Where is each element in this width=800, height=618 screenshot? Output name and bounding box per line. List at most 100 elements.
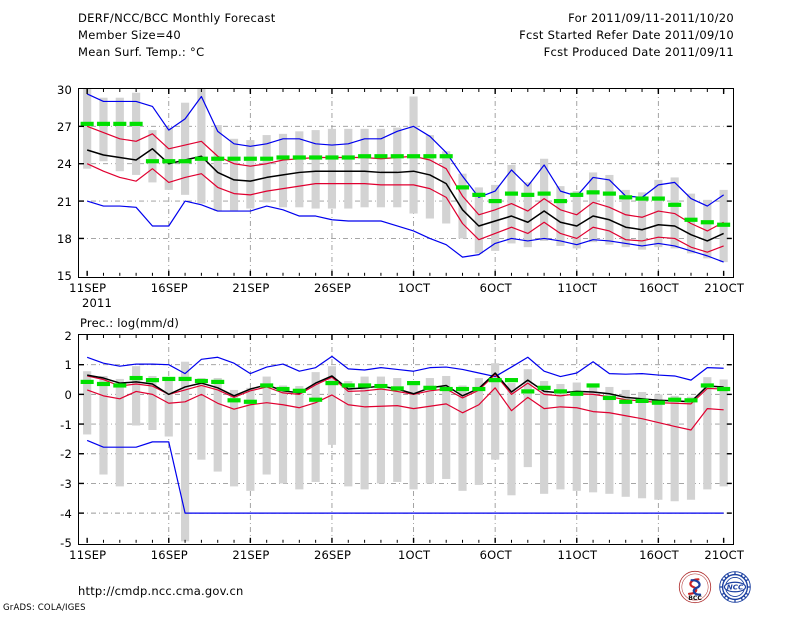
y-axis-tick-label: 18 xyxy=(56,232,72,247)
spread-bar xyxy=(442,151,451,224)
climatology-mark xyxy=(668,202,682,207)
temperature-panel-title: Mean Surf. Temp.: °C xyxy=(78,45,205,59)
forecast-produced-date-label: Fcst Produced Date 2011/09/11 xyxy=(543,45,734,59)
climatology-mark xyxy=(162,376,176,382)
spread-bar xyxy=(425,135,434,219)
spread-bar xyxy=(686,396,696,500)
y-axis-tick-label: 27 xyxy=(56,119,72,134)
x-axis-tick-label: 16OCT xyxy=(639,548,679,562)
climatology-mark xyxy=(407,154,421,159)
x-axis-tick-label: 26SEP xyxy=(313,548,352,562)
x-axis-tick-label: 21OCT xyxy=(704,548,745,562)
spread-bar xyxy=(507,383,516,496)
x-axis-tick-label: 11OCT xyxy=(557,548,598,562)
climatology-mark xyxy=(504,378,519,383)
spread-bar xyxy=(229,138,239,212)
spread-bar xyxy=(393,127,402,208)
climatology-mark xyxy=(700,220,714,225)
y-axis-tick-label: -4 xyxy=(60,506,72,521)
spread-bar xyxy=(540,381,549,494)
y-axis-tick-label: 1 xyxy=(64,358,72,373)
spread-bar xyxy=(115,378,124,487)
spread-bar xyxy=(164,379,173,437)
spread-bar xyxy=(99,97,108,162)
member-size-label: Member Size=40 xyxy=(78,28,182,42)
spread-bar xyxy=(311,130,320,209)
spread-bar xyxy=(670,177,679,249)
spread-bar xyxy=(703,199,712,259)
climatology-mark xyxy=(570,391,584,396)
surface-temperature-canvas xyxy=(79,89,732,276)
climatology-mark xyxy=(668,397,682,402)
climatology-mark xyxy=(325,155,339,160)
climatology-mark xyxy=(227,156,241,161)
climatology-mark xyxy=(553,389,567,394)
series-line xyxy=(86,387,724,431)
spread-bar xyxy=(458,173,467,239)
x-axis-tick-label: 16OCT xyxy=(639,281,679,295)
spread-bar xyxy=(197,378,206,460)
spread-bar xyxy=(278,133,288,208)
climatology-mark xyxy=(635,398,649,404)
climatology-mark xyxy=(145,378,159,383)
spread-bar xyxy=(654,394,663,500)
x-axis-tick-label: 1OCT xyxy=(398,281,431,295)
climatology-mark xyxy=(455,386,470,392)
precipitation-plot-area xyxy=(78,334,734,545)
climatology-mark xyxy=(276,386,290,392)
climatology-mark xyxy=(455,185,470,190)
x-axis-tick-label: 11SEP xyxy=(69,281,107,295)
svg-text:NCC: NCC xyxy=(727,583,744,592)
precipitation-panel-title: Prec.: log(mm/d) xyxy=(80,316,180,330)
climatology-mark xyxy=(423,154,437,159)
climatology-mark xyxy=(619,399,633,404)
forecast-period-label: For 2011/09/11-2011/10/20 xyxy=(568,11,734,25)
x-axis-tick-label: 21SEP xyxy=(232,281,270,295)
precipitation-canvas xyxy=(79,335,732,543)
spread-bar xyxy=(262,135,271,203)
spread-bar xyxy=(540,158,549,241)
series-line xyxy=(86,439,724,514)
spread-bar xyxy=(376,128,385,208)
y-axis-tick-label: -3 xyxy=(60,477,72,492)
climatology-mark xyxy=(700,383,714,388)
series-line xyxy=(87,373,724,405)
spread-bar xyxy=(637,192,647,250)
spread-bar xyxy=(262,376,271,475)
spread-bar xyxy=(132,92,141,175)
website-url[interactable]: http://cmdp.ncc.cma.gov.cn xyxy=(78,584,244,598)
climatology-mark xyxy=(80,121,94,126)
climatology-mark xyxy=(243,156,257,161)
spread-bar xyxy=(621,389,630,497)
climatology-mark xyxy=(439,386,453,392)
spread-bar xyxy=(393,378,402,482)
spread-bar xyxy=(115,97,124,172)
climatology-mark xyxy=(341,383,355,388)
climatology-mark xyxy=(651,400,665,405)
y-axis-tick-label: 2 xyxy=(64,328,72,343)
climatology-mark xyxy=(211,156,225,161)
spread-bar xyxy=(148,375,157,430)
climatology-mark xyxy=(80,379,94,385)
climatology-mark xyxy=(211,379,225,385)
x-axis-tick-label: 21OCT xyxy=(704,281,745,295)
spread-bar xyxy=(491,184,500,251)
spread-bar xyxy=(425,378,434,484)
spread-bar xyxy=(605,386,614,494)
spread-bar xyxy=(311,372,320,482)
spread-bar xyxy=(327,366,337,445)
spread-bar xyxy=(719,379,728,487)
climatology-mark xyxy=(358,154,372,159)
spread-bar xyxy=(132,366,141,426)
spread-bar xyxy=(295,386,304,490)
series-line xyxy=(86,148,724,242)
climatology-mark xyxy=(129,375,143,381)
spread-bar xyxy=(605,174,614,245)
climatology-mark xyxy=(586,383,600,388)
spread-bar xyxy=(181,361,190,542)
climatology-mark xyxy=(292,155,306,160)
climatology-mark xyxy=(488,198,502,204)
spread-bar xyxy=(556,383,565,490)
